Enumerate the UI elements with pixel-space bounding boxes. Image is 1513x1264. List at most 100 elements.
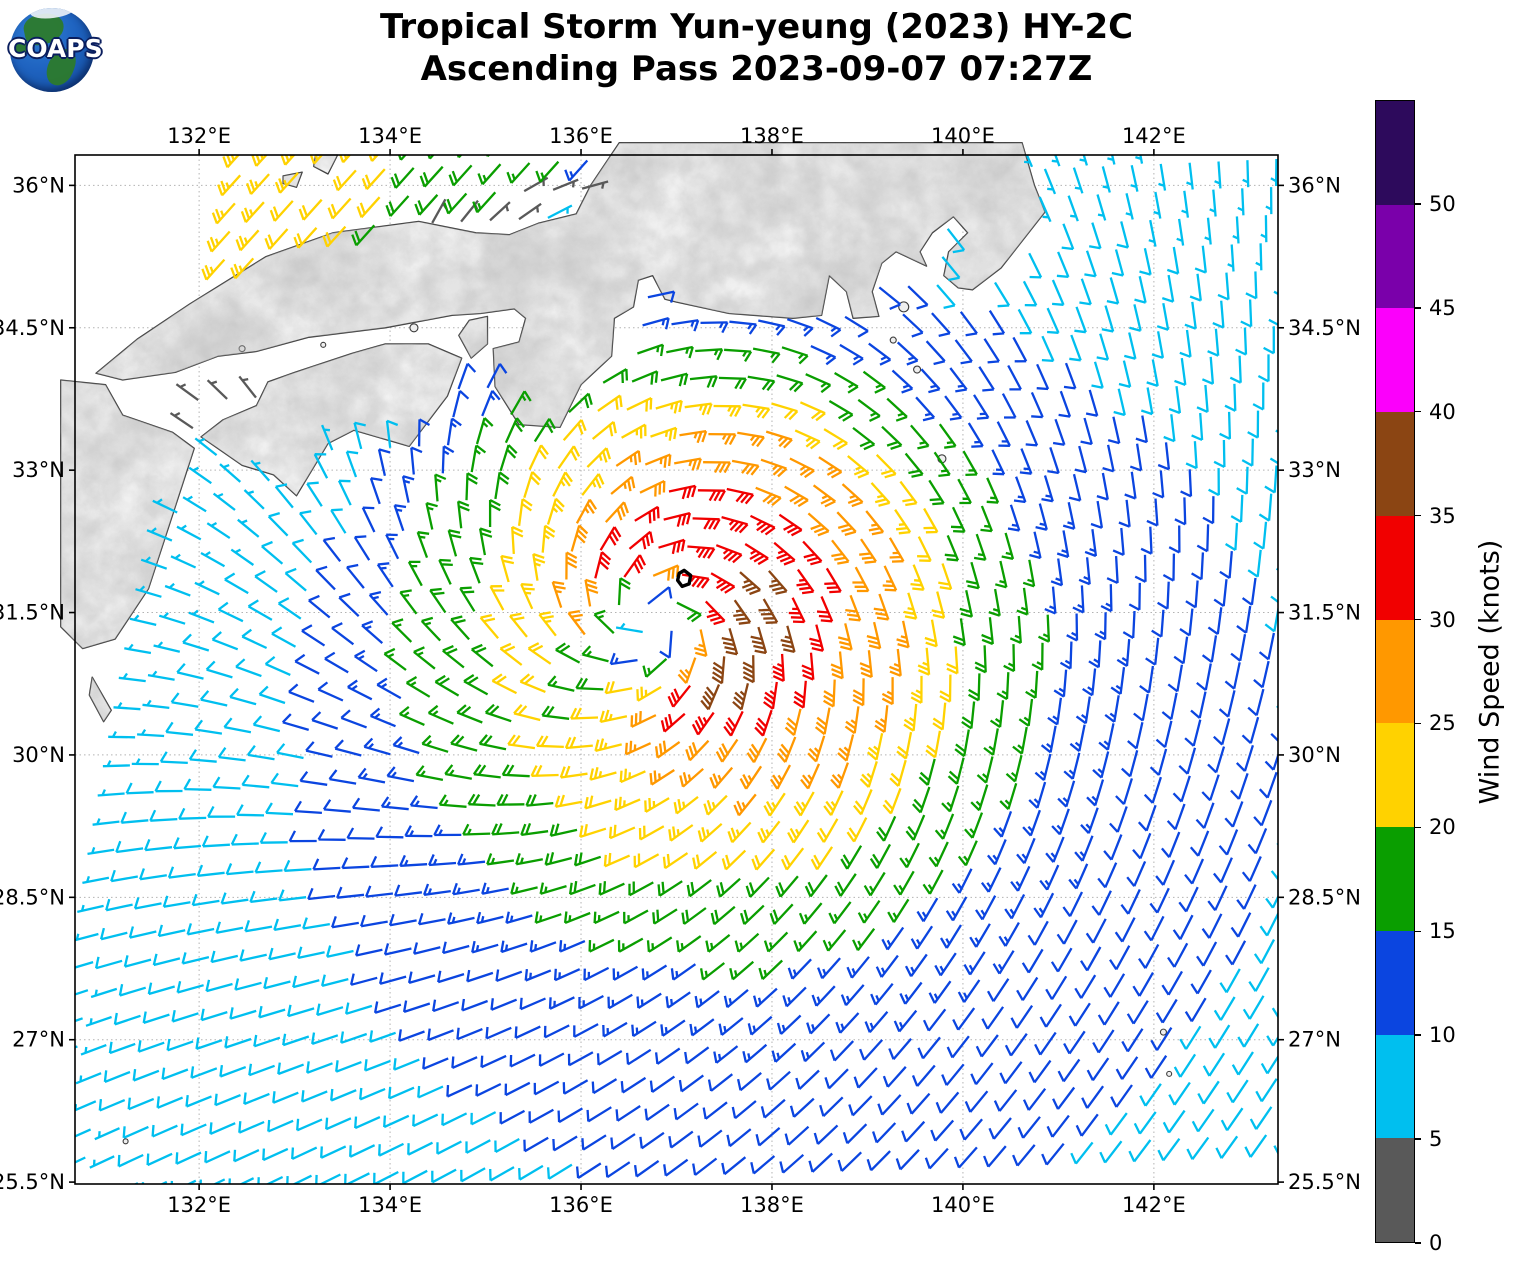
wind-barb <box>441 1112 468 1127</box>
wind-barb <box>924 619 938 648</box>
wind-barb <box>749 514 776 536</box>
wind-barb <box>431 198 448 224</box>
wind-barb <box>901 1120 926 1143</box>
colorbar-tick-label: 0 <box>1429 1231 1443 1255</box>
wind-barb <box>1112 527 1125 556</box>
wind-barb <box>905 814 926 841</box>
map-border <box>74 154 1279 1185</box>
wind-barb <box>102 760 130 768</box>
wind-barb <box>414 194 439 216</box>
wind-barb <box>1201 913 1223 939</box>
wind-barb <box>1091 890 1112 916</box>
wind-barb <box>987 839 1007 866</box>
wind-barb <box>1224 801 1244 828</box>
wind-barb <box>1230 773 1249 800</box>
wind-barb <box>910 424 930 450</box>
wind-barb <box>133 897 162 910</box>
wind-barb <box>507 734 536 750</box>
wind-barb <box>639 1131 665 1150</box>
wind-barb <box>552 1135 578 1152</box>
wind-barb <box>886 397 908 422</box>
wind-barb <box>427 1028 454 1042</box>
wind-barb <box>354 649 378 673</box>
wind-barb <box>438 794 467 808</box>
wind-barb <box>809 624 825 652</box>
wind-barb <box>500 554 515 583</box>
wind-barb <box>1041 1142 1065 1166</box>
wind-barb <box>209 1122 236 1135</box>
wind-barb <box>489 585 505 611</box>
wind-barb <box>1051 155 1061 167</box>
wind-barb <box>306 481 323 507</box>
wind-barb <box>715 738 739 763</box>
wind-barb <box>1038 614 1051 643</box>
wind-barb <box>118 983 147 997</box>
wind-barb <box>122 1125 149 1139</box>
wind-barb <box>563 911 591 924</box>
wind-barb <box>768 570 788 595</box>
wind-barb <box>219 1064 247 1078</box>
wind-barb <box>1224 383 1237 412</box>
wind-barb <box>393 504 407 532</box>
wind-barb <box>1196 384 1209 413</box>
wind-barb <box>836 511 857 537</box>
wind-barb <box>214 1093 241 1107</box>
wind-barb <box>212 776 241 790</box>
wind-barb <box>824 567 842 594</box>
wind-barb <box>617 937 644 953</box>
wind-barb <box>700 684 721 711</box>
wind-barb <box>466 969 494 983</box>
wind-barb <box>1276 705 1278 709</box>
wind-barb <box>868 342 892 366</box>
wind-barb <box>511 525 524 554</box>
wind-barb <box>1255 1078 1278 1103</box>
wind-barb <box>636 992 662 1009</box>
wind-barb <box>938 423 957 449</box>
colorbar-segment <box>1376 308 1414 413</box>
island-shodoshima <box>409 323 419 333</box>
wind-barb <box>570 524 589 552</box>
wind-barb <box>852 426 876 451</box>
wind-barb <box>731 459 760 476</box>
wind-barb <box>195 1037 223 1050</box>
wind-barb <box>1098 723 1115 751</box>
wind-barb <box>899 981 923 1005</box>
wind-barb <box>1129 443 1143 472</box>
wind-barb <box>410 446 423 475</box>
wind-barb <box>939 674 952 703</box>
wind-barb <box>782 986 807 1008</box>
wind-barb <box>1255 243 1263 271</box>
wind-barb <box>1132 972 1154 997</box>
wind-barb <box>705 934 731 953</box>
wind-barb <box>772 653 785 682</box>
wind-barb <box>306 1061 333 1074</box>
wind-barb <box>199 690 228 707</box>
wind-barb <box>200 1008 228 1022</box>
wind-barb <box>147 670 175 681</box>
wind-barb <box>415 765 444 782</box>
wind-barb <box>546 1163 573 1180</box>
wind-barb <box>721 849 747 871</box>
wind-barb <box>1161 274 1175 303</box>
wind-barb <box>650 426 678 441</box>
wind-barb <box>804 874 828 898</box>
wind-barb <box>205 660 233 679</box>
wind-barb <box>1039 1003 1062 1028</box>
wind-barb <box>899 480 918 507</box>
wind-barb <box>615 1105 641 1122</box>
colorbar-tick-label: 20 <box>1429 815 1456 840</box>
wind-barb <box>176 524 202 541</box>
wind-barb <box>75 1156 86 1164</box>
wind-barb <box>959 1118 983 1141</box>
colorbar-tick <box>1415 930 1421 933</box>
wind-barb <box>837 1151 863 1172</box>
wind-barb <box>547 204 573 219</box>
wind-barb <box>1039 864 1060 891</box>
wind-barb <box>857 398 881 422</box>
wind-barb <box>390 167 415 189</box>
wind-barb <box>793 791 815 817</box>
wind-barb <box>465 1139 491 1154</box>
wind-barb <box>105 898 133 912</box>
wind-barb <box>87 847 115 856</box>
wind-barb <box>968 673 981 702</box>
